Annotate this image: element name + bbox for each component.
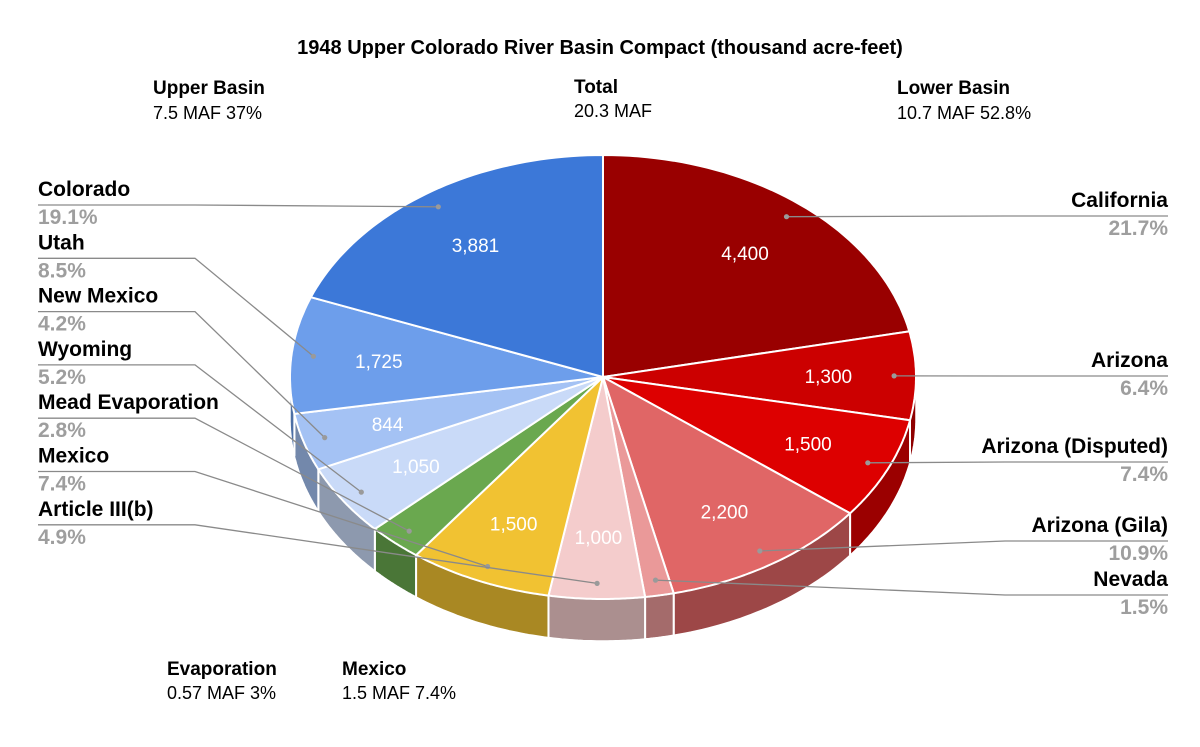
value-label-mexico: 1,500 bbox=[490, 515, 538, 536]
evaporation-value: 0.57 MAF 3% bbox=[167, 683, 276, 703]
leader-dot-california bbox=[783, 214, 790, 220]
leader-mead-evaporation bbox=[38, 417, 410, 532]
leader-nevada bbox=[655, 579, 1168, 596]
evaporation-label: Evaporation bbox=[167, 659, 277, 680]
leader-lines bbox=[38, 204, 1168, 596]
label-california: California bbox=[1071, 189, 1168, 212]
slice-mexico bbox=[415, 376, 604, 597]
pie-sides bbox=[289, 377, 917, 642]
value-label-arizona-gila: 2,200 bbox=[701, 503, 749, 524]
side-article-iii-b bbox=[547, 594, 646, 642]
percent-mexico: 7.4% bbox=[38, 473, 86, 496]
upper-basin-value: 7.5 MAF 37% bbox=[153, 103, 262, 123]
slice-new-mexico bbox=[293, 376, 604, 471]
label-new-mexico: New Mexico bbox=[38, 285, 158, 308]
value-label-california: 4,400 bbox=[721, 244, 769, 265]
label-article-iii-b: Article III(b) bbox=[38, 498, 154, 521]
leader-new-mexico bbox=[38, 310, 326, 439]
leader-mexico bbox=[38, 470, 488, 568]
slice-colorado bbox=[309, 154, 604, 378]
mexico-summary-value: 1.5 MAF 7.4% bbox=[342, 683, 456, 703]
slice-mead-evaporation bbox=[373, 376, 604, 557]
label-colorado: Colorado bbox=[38, 178, 130, 201]
percent-article-iii-b: 4.9% bbox=[38, 526, 86, 549]
upper-basin-label: Upper Basin bbox=[153, 78, 265, 99]
label-mexico: Mexico bbox=[38, 445, 109, 468]
leader-dot-mead-evaporation bbox=[406, 528, 412, 534]
value-label-arizona: 1,300 bbox=[805, 367, 853, 388]
pie-tops bbox=[289, 154, 917, 600]
leader-utah bbox=[38, 257, 314, 357]
leader-arizona-gila bbox=[759, 540, 1168, 552]
percent-nevada: 1.5% bbox=[1120, 596, 1168, 619]
value-label-colorado: 3,881 bbox=[452, 236, 500, 257]
leader-dot-article-iii-b bbox=[594, 580, 600, 587]
slice-arizona-disputed bbox=[602, 376, 911, 515]
percent-colorado: 19.1% bbox=[38, 206, 98, 229]
label-mead-evaporation: Mead Evaporation bbox=[38, 391, 219, 414]
percent-utah: 8.5% bbox=[38, 259, 86, 282]
value-label-arizona-disputed: 1,500 bbox=[784, 434, 832, 455]
leader-dot-utah bbox=[310, 353, 316, 359]
percent-california: 21.7% bbox=[1108, 217, 1168, 240]
percent-mead-evaporation: 2.8% bbox=[38, 419, 86, 442]
leader-california bbox=[786, 215, 1168, 218]
slice-article-iii-b bbox=[547, 376, 647, 600]
leader-article-iii-b bbox=[38, 524, 598, 585]
slice-nevada bbox=[602, 376, 675, 598]
total-label: Total bbox=[574, 77, 618, 98]
leader-arizona-disputed bbox=[867, 461, 1168, 464]
percent-new-mexico: 4.2% bbox=[38, 313, 86, 336]
slice-arizona-gila bbox=[602, 376, 852, 595]
label-utah: Utah bbox=[38, 231, 85, 254]
value-label-new-mexico: 844 bbox=[372, 415, 404, 436]
label-nevada: Nevada bbox=[1093, 568, 1168, 591]
lower-basin-label: Lower Basin bbox=[897, 78, 1010, 99]
value-label-wyoming: 1,050 bbox=[392, 457, 440, 478]
label-arizona-disputed: Arizona (Disputed) bbox=[981, 435, 1168, 458]
leader-dot-new-mexico bbox=[322, 435, 328, 441]
total-value: 20.3 MAF bbox=[574, 101, 652, 121]
percent-arizona-gila: 10.9% bbox=[1108, 542, 1168, 565]
leader-dot-arizona bbox=[891, 373, 897, 379]
slice-utah bbox=[289, 296, 604, 415]
value-label-article-iii-b: 1,000 bbox=[575, 528, 623, 549]
leader-wyoming bbox=[38, 364, 362, 493]
percent-wyoming: 5.2% bbox=[38, 366, 86, 389]
mexico-summary-label: Mexico bbox=[342, 659, 406, 680]
leader-dot-arizona-gila bbox=[757, 548, 763, 554]
slice-wyoming bbox=[317, 376, 604, 530]
leader-colorado bbox=[38, 204, 439, 208]
leader-dot-colorado bbox=[435, 204, 441, 210]
lower-basin-value: 10.7 MAF 52.8% bbox=[897, 103, 1031, 123]
label-arizona-gila: Arizona (Gila) bbox=[1031, 514, 1168, 537]
leader-dot-arizona-disputed bbox=[865, 460, 871, 466]
label-arizona: Arizona bbox=[1091, 349, 1168, 372]
percent-arizona: 6.4% bbox=[1120, 377, 1168, 400]
leader-dot-wyoming bbox=[358, 489, 364, 495]
side-nevada bbox=[644, 592, 675, 640]
value-label-utah: 1,725 bbox=[355, 352, 403, 373]
leader-dot-nevada bbox=[652, 577, 659, 583]
percent-arizona-disputed: 7.4% bbox=[1120, 463, 1168, 486]
chart-title: 1948 Upper Colorado River Basin Compact … bbox=[297, 37, 903, 59]
slice-california bbox=[602, 154, 911, 378]
slice-labels: 4,400 1,300 1,500 2,200 1,000 1,500 1,050 844 1,… bbox=[38, 178, 1168, 619]
label-wyoming: Wyoming bbox=[38, 338, 132, 361]
